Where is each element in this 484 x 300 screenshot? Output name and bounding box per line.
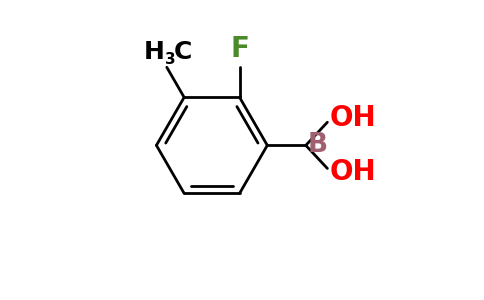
Text: F: F [230, 35, 249, 63]
Text: OH: OH [330, 158, 376, 186]
Text: 3: 3 [165, 52, 175, 67]
Text: B: B [307, 132, 328, 158]
Text: OH: OH [330, 104, 376, 132]
Text: H: H [144, 40, 165, 64]
Text: C: C [174, 40, 192, 64]
